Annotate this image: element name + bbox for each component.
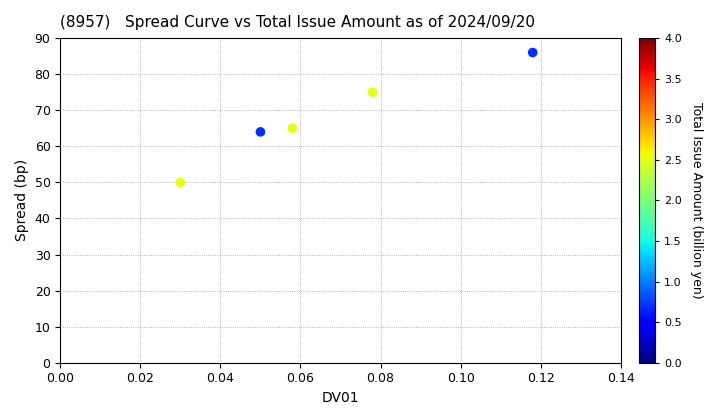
Text: (8957)   Spread Curve vs Total Issue Amount as of 2024/09/20: (8957) Spread Curve vs Total Issue Amoun… xyxy=(60,15,535,30)
Point xyxy=(287,125,298,131)
Point xyxy=(527,49,539,56)
Point xyxy=(255,129,266,135)
Point xyxy=(175,179,186,186)
Point xyxy=(366,89,378,96)
X-axis label: DV01: DV01 xyxy=(322,391,359,405)
Y-axis label: Spread (bp): Spread (bp) xyxy=(15,159,29,242)
Y-axis label: Total Issue Amount (billion yen): Total Issue Amount (billion yen) xyxy=(690,102,703,299)
